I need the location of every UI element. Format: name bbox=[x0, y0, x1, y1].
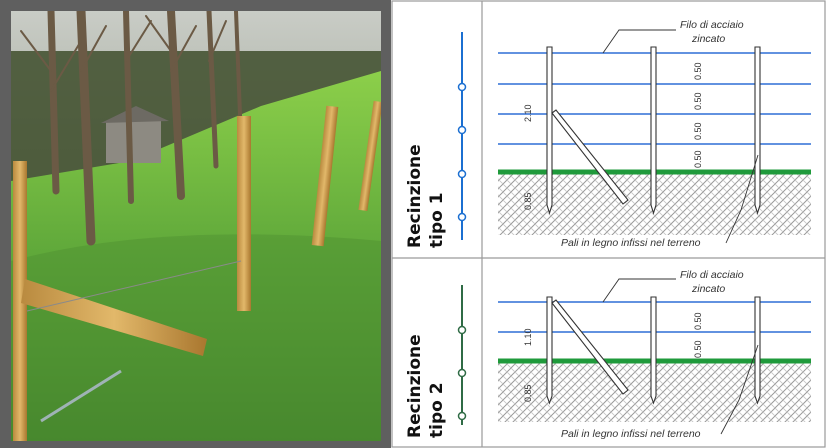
type1-post-label: Pali in legno infissi nel terreno bbox=[561, 237, 701, 249]
type2-title-line1: Recinzione bbox=[405, 334, 425, 438]
fence-photo bbox=[11, 11, 381, 441]
type1-title-line2: tipo 1 bbox=[427, 192, 447, 248]
type1-dim-spacing-3: 0.50 bbox=[693, 122, 703, 140]
type1-wire-label-1: Filo di acciaio bbox=[680, 19, 744, 31]
type2-wire-callout-line bbox=[602, 278, 676, 303]
type1-dim-spacing-2: 0.50 bbox=[693, 92, 703, 110]
type2-dim-below: 0.85 bbox=[523, 384, 533, 402]
type2-wire-label-1: Filo di acciaio bbox=[680, 269, 744, 281]
type2-posts bbox=[546, 296, 761, 405]
type2-title-line2: tipo 2 bbox=[427, 382, 447, 438]
type1-wire-callout-line bbox=[602, 29, 676, 54]
fence-diagram: Recinzione tipo 1 2.10 0.85 bbox=[391, 0, 826, 448]
type2-dim-spacing-1: 0.50 bbox=[693, 312, 703, 330]
type1-title-line1: Recinzione bbox=[405, 144, 425, 248]
type2-wire-label-2: zincato bbox=[691, 283, 725, 295]
type2-dim-spacing-2: 0.50 bbox=[693, 340, 703, 358]
type1-post-callout-line bbox=[725, 154, 759, 244]
diagram-frame bbox=[391, 0, 826, 448]
type1-dim-spacing-4: 0.50 bbox=[693, 150, 703, 168]
type2-legend-symbol bbox=[457, 285, 467, 425]
type1-wire-label-2: zincato bbox=[691, 33, 725, 45]
type1-dim-below: 0.85 bbox=[523, 192, 533, 210]
type2-dim-height: 1.10 bbox=[523, 328, 533, 346]
photo-panel bbox=[0, 0, 391, 448]
fence-type-2: Recinzione tipo 2 1.10 0.85 0.50 0.50 Fi… bbox=[405, 269, 811, 440]
type2-post-callout-line bbox=[720, 344, 759, 435]
type1-dim-height: 2.10 bbox=[523, 104, 533, 122]
type1-legend-symbol bbox=[457, 32, 467, 240]
type1-dim-spacing-1: 0.50 bbox=[693, 62, 703, 80]
type2-post-label: Pali in legno infissi nel terreno bbox=[561, 428, 701, 440]
fence-type-1: Recinzione tipo 1 2.10 0.85 bbox=[405, 19, 811, 249]
type1-posts bbox=[546, 46, 761, 215]
